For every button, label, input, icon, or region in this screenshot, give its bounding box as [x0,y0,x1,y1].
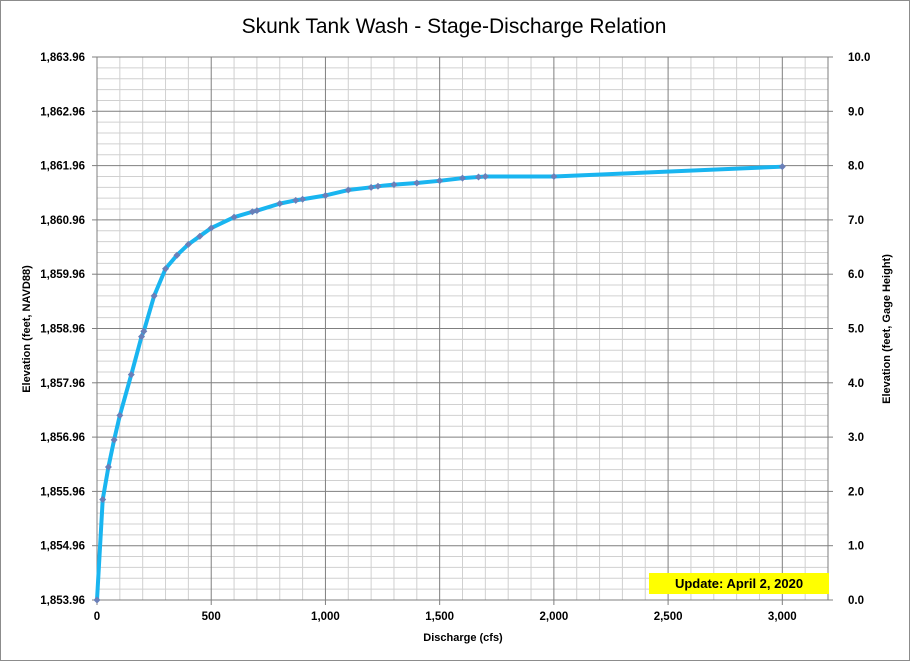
data-point [374,182,382,190]
data-point [276,200,284,208]
data-point [207,224,215,232]
data-point [104,463,112,471]
data-point [162,265,170,273]
chart-title: Skunk Tank Wash - Stage-Discharge Relati… [242,15,667,38]
left-tick-label: 1,860.96 [40,215,85,227]
left-tick-label: 1,862.96 [40,106,85,118]
left-tick-label: 1,863.96 [40,52,85,64]
y-axis-label-left: Elevation (feet, NAVD88) [21,265,33,393]
data-point [459,174,466,182]
left-tick-label: 1,855.96 [40,486,85,498]
data-point [93,596,101,604]
left-tick-label: 1,859.96 [40,269,85,281]
left-tick-label: 1,857.96 [40,378,85,390]
data-point [292,196,300,204]
data-point [110,436,118,444]
series-group [93,163,786,604]
data-point [253,207,261,215]
right-tick-label: 7.0 [848,215,864,227]
right-tick-label: 1.0 [848,541,864,553]
right-tick-label: 3.0 [848,432,864,444]
left-tick-label: 1,853.96 [40,595,85,607]
data-point [140,327,148,335]
data-point [127,371,135,379]
left-tick-label: 1,856.96 [40,432,85,444]
left-tick-label: 1,858.96 [40,324,85,336]
data-point [390,181,398,189]
data-point [550,172,558,180]
data-point [230,213,238,221]
data-point [138,333,146,341]
data-point [413,179,421,187]
data-point [196,232,204,240]
right-tick-label: 5.0 [848,324,864,336]
data-point [150,292,158,300]
x-tick-label: 2,500 [654,611,683,623]
data-point [299,195,307,203]
y-axis-label-right: Elevation (feet, Gage Height) [881,254,893,404]
x-tick-label: 0 [94,611,100,623]
right-tick-label: 6.0 [848,269,864,281]
right-tick-label: 10.0 [848,52,870,64]
right-tick-label: 2.0 [848,486,864,498]
right-tick-label: 9.0 [848,106,864,118]
data-point [321,191,329,199]
x-axis-label: Discharge (cfs) [423,632,503,644]
data-point [367,183,375,191]
update-note-box [649,573,829,594]
tick-labels: 0 500 1,000 1,500 2,000 2,500 3,000 1,853.96 1,8… [40,52,870,623]
x-tick-label: 500 [202,611,221,623]
right-tick-label: 4.0 [848,378,864,390]
data-point [184,240,192,248]
x-tick-label: 2,000 [539,611,568,623]
update-note-text: Update: April 2, 2020 [675,576,803,591]
left-tick-label: 1,854.96 [40,541,85,553]
update-note: Update: April 2, 2020 [649,573,829,594]
data-point [481,172,489,180]
left-tick-label: 1,861.96 [40,161,85,173]
data-point [474,173,482,181]
data-point [173,251,181,259]
data-point [436,177,444,185]
axes [92,56,833,605]
x-tick-label: 1,500 [425,611,454,623]
data-point [99,496,107,504]
x-tick-label: 3,000 [768,611,797,623]
data-point [778,163,786,171]
data-point [344,186,352,194]
right-tick-label: 8.0 [848,161,864,173]
x-tick-label: 1,000 [311,611,340,623]
data-point [116,411,124,419]
right-tick-label: 0.0 [848,595,864,607]
gridlines [97,56,829,600]
